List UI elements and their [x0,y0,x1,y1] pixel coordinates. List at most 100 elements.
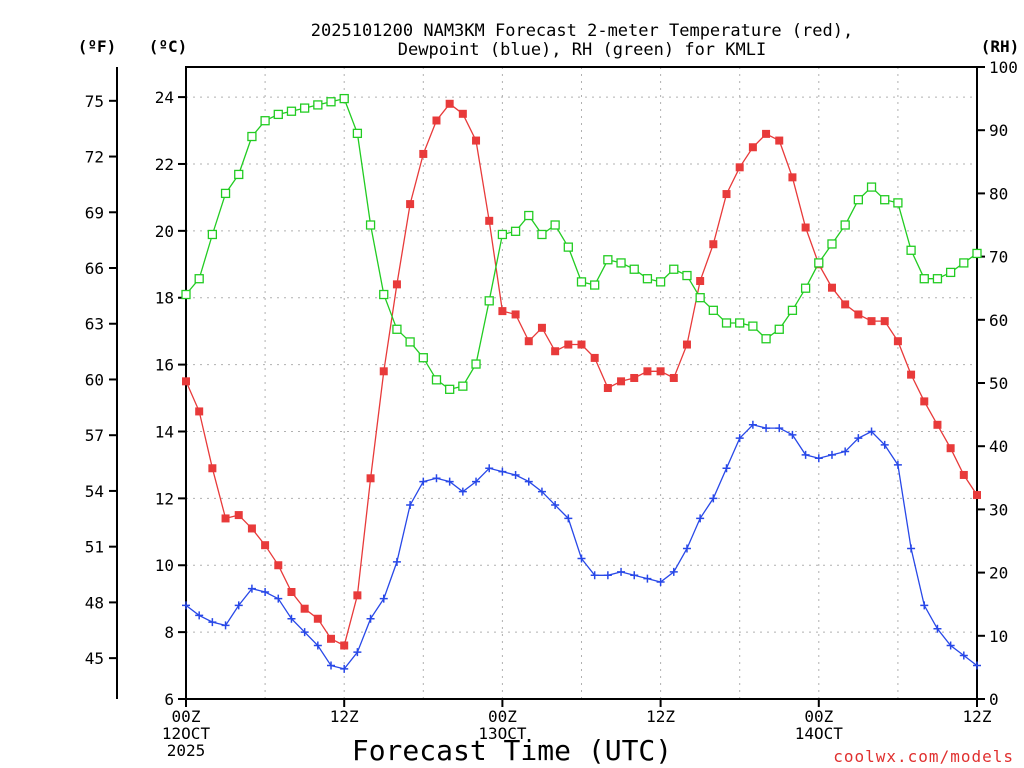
temperature-point [274,561,283,570]
rh-point [405,337,415,347]
temperature-point [709,240,718,249]
celsius-tick-label: 24 [155,88,174,107]
dewpoint-point [432,474,441,483]
data-series [181,93,982,673]
rh-point [576,277,587,287]
temperature-point [498,307,507,316]
temperature-point [959,470,968,479]
rh-point [497,229,508,240]
dewpoint-point [801,450,810,459]
dewpoint-point [366,614,375,623]
dewpoint-point [247,584,256,593]
dewpoint-point [775,424,784,433]
temperature-point [379,367,388,376]
temperature-point [762,129,771,138]
rh-point [906,245,916,255]
temperature-point [419,149,428,158]
rh-tick-label: 10 [989,627,1008,646]
rh-point [669,264,679,274]
rh-point [379,289,389,300]
rh-point [550,220,560,230]
rh-point [880,195,890,205]
dewpoint-point [261,587,270,596]
rh-point [603,255,613,265]
dewpoint-point [762,424,771,433]
dewpoint-point [182,601,190,610]
rh-point [748,321,758,331]
rh-point [616,258,626,268]
dewpoint-point [564,514,573,523]
dewpoint-point [722,464,731,473]
dewpoint-point [893,460,902,469]
dewpoint-point [590,571,599,580]
celsius-tick-label: 22 [155,155,174,174]
rh-unit-label: (RH) [981,37,1020,56]
rh-point [537,229,547,240]
temperature-point [261,541,270,550]
rh-point [800,283,811,293]
dewpoint-point [406,501,415,510]
fahrenheit-tick-label: 51 [85,538,104,557]
temperature-point [827,283,836,292]
temperature-point [973,491,981,500]
celsius-tick-label: 12 [155,489,174,508]
dewpoint-point [274,594,283,603]
rh-tick-label: 0 [989,690,999,709]
rh-point [590,280,600,290]
rh-point [220,188,231,199]
temperature-point [617,377,626,386]
temperature-point [893,337,902,346]
rh-tick-label: 90 [989,121,1008,140]
rh-point [655,277,666,287]
temperature-point [735,163,744,172]
rh-point [313,100,323,110]
temperature-point [340,641,349,650]
temperature-point [841,300,850,309]
x-tick-label: 12OCT [162,724,211,743]
fahrenheit-tick-label: 75 [85,92,104,111]
rh-point [945,267,956,278]
temperature-point [643,367,652,376]
fahrenheit-tick-label: 48 [85,593,104,612]
celsius-tick-label: 10 [155,556,174,575]
tick-labels: 6 8 10 12 14 16 18 20 22 24 45 48 51 54 57 60 63 66 69 72 75… [85,58,1018,760]
celsius-tick-label: 16 [155,356,174,375]
temperature-point [880,317,889,326]
dewpoint-point [603,571,612,580]
dewpoint-point [735,434,744,443]
axes [109,66,985,707]
dewpoint-point [353,648,362,657]
x-tick-label: 12Z [330,707,359,726]
rh-point [972,248,982,259]
dewpoint-point [392,557,401,566]
rh-point [510,226,521,236]
fahrenheit-tick-label: 54 [85,482,104,501]
dewpoint-point [458,487,467,496]
rh-point [959,258,969,268]
temperature-point [432,116,441,125]
temperature-point [577,340,586,349]
temperature-point [656,367,665,376]
temperature-point [946,444,955,453]
dewpoint-point [472,477,481,486]
x-tick-label: 2025 [167,741,206,760]
dewpoint-point [643,574,652,583]
grid-lines [186,67,977,699]
dewpoint-point [748,420,757,429]
dewpoint-point [195,611,204,620]
rh-point [866,182,877,192]
temperature-point [313,614,322,623]
temperature-point [458,109,467,118]
temperature-point [287,587,296,596]
temperature-point [485,216,494,225]
dewpoint-point [234,601,243,610]
celsius-tick-label: 14 [155,422,174,441]
x-tick-label: 00Z [488,707,517,726]
rh-point [431,375,442,385]
rh-point [352,128,363,139]
rh-point [181,289,191,300]
dewpoint-point [617,567,626,576]
dewpoint-point [682,544,691,553]
chart-title-line2: Dewpoint (blue), RH (green) for KMLI [398,40,766,60]
